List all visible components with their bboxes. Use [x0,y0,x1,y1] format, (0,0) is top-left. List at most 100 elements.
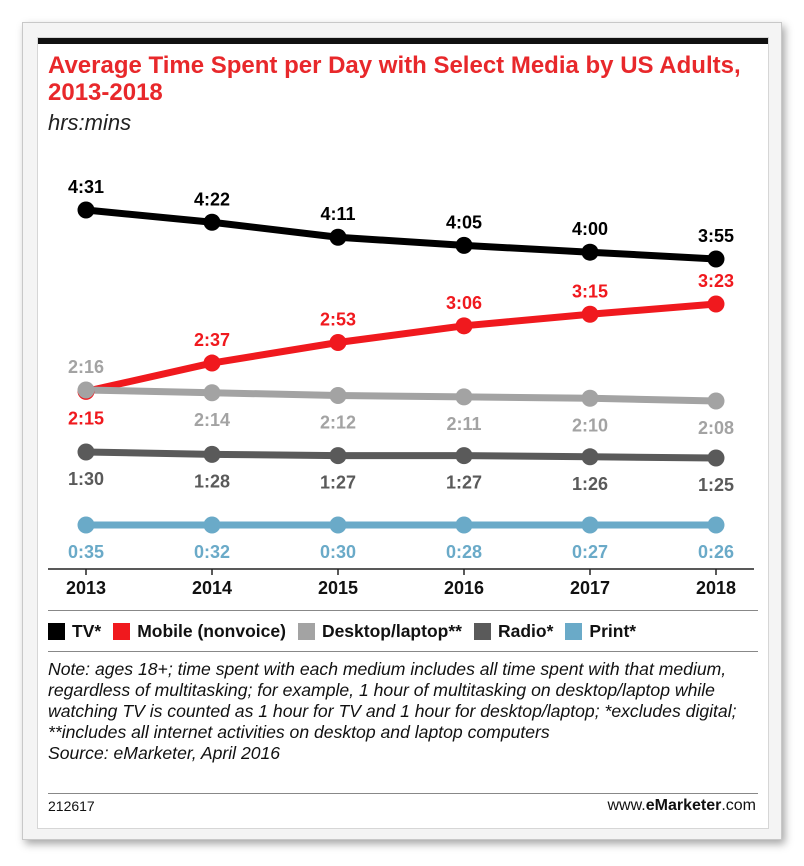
data-label-desktop-laptop: 2:16 [68,357,104,377]
x-tick-label-2016: 2016 [444,578,484,598]
data-label-mobile-nonvoice: 3:15 [572,281,608,301]
data-point-tv [581,243,599,261]
data-label-mobile-nonvoice: 3:23 [698,271,734,291]
data-label-radio: 1:27 [320,473,356,493]
data-point-desktop-laptop [455,388,473,406]
data-label-mobile-nonvoice: 2:37 [194,330,230,350]
data-point-print [77,516,95,534]
data-point-desktop-laptop [581,389,599,407]
data-label-tv: 4:05 [446,212,482,232]
data-label-mobile-nonvoice: 3:06 [446,293,482,313]
data-label-radio: 1:26 [572,474,608,494]
data-point-desktop-laptop [203,384,221,402]
data-point-mobile-nonvoice [329,334,347,352]
data-point-tv [455,236,473,254]
data-label-desktop-laptop: 2:14 [194,410,230,430]
data-label-tv: 4:22 [194,189,230,209]
x-tick-label-2017: 2017 [570,578,610,598]
data-label-tv: 4:31 [68,177,104,197]
legend-label: Radio* [497,620,554,641]
data-label-desktop-laptop: 2:11 [446,414,481,434]
legend-item-radio: Radio* [473,620,554,642]
data-label-tv: 4:00 [572,219,608,239]
legend-swatch [48,622,65,640]
series-line-mobile-nonvoice [82,300,720,395]
data-point-mobile-nonvoice [203,354,221,372]
data-label-desktop-laptop: 2:12 [320,413,356,433]
data-point-desktop-laptop [77,381,95,399]
data-point-print [329,516,347,534]
brand-prefix: www. [607,797,646,814]
series-line-desktop-laptop [82,386,720,405]
data-point-radio [77,443,95,461]
legend-label: TV* [72,620,102,641]
legend-item-print: Print* [565,621,636,642]
chart-panel: Average Time Spent per Day with Select M… [37,37,769,829]
legend-label: Mobile (nonvoice) [137,620,286,641]
data-point-tv [707,250,725,268]
brand-logo[interactable]: www.eMarketer.com [607,797,756,815]
data-label-print: 0:35 [68,542,104,562]
data-point-radio [329,447,347,465]
footer-divider [48,793,758,794]
legend-item-tv: TV* [48,621,101,642]
brand-name: eMarketer [645,797,722,814]
data-label-tv: 3:55 [698,226,734,246]
data-label-print: 0:27 [572,542,608,562]
legend-divider-top [48,610,758,611]
legend-label: Print* [589,620,637,641]
data-label-print: 0:30 [320,542,356,562]
chart-legend: TV* Mobile (nonvoice) Desktop/laptop** Radi… [48,618,768,644]
x-tick-label-2013: 2013 [66,578,106,598]
chart-subtitle: hrs:mins [48,110,132,135]
data-label-tv: 4:11 [320,204,355,224]
data-point-print [203,516,221,534]
chart-id: 212617 [48,798,95,814]
legend-swatch [297,622,315,640]
legend-item-mobile-nonvoice: Mobile (nonvoice) [113,621,286,642]
legend-swatch [565,622,583,640]
legend-label: Desktop/laptop** [321,620,462,641]
data-label-desktop-laptop: 2:10 [572,415,608,435]
legend-divider-bottom [48,651,758,652]
x-tick-label-2018: 2018 [696,578,736,598]
chart-note: Note: ages 18+; time spent with each med… [48,659,763,764]
x-tick-label-2015: 2015 [318,578,358,598]
data-label-mobile-nonvoice: 2:15 [68,408,104,428]
data-point-mobile-nonvoice [455,317,473,335]
data-label-mobile-nonvoice: 2:53 [320,310,356,330]
data-label-print: 0:32 [194,542,230,562]
data-label-radio: 1:25 [698,475,734,495]
data-point-print [581,516,599,534]
brand-suffix: .com [721,797,756,814]
chart-card: Average Time Spent per Day with Select M… [22,22,782,840]
legend-swatch [113,622,131,640]
top-rule [38,38,768,44]
note-text: Note: ages 18+; time spent with each med… [48,659,737,742]
data-point-tv [329,228,347,246]
data-point-desktop-laptop [707,392,725,410]
data-point-radio [203,445,221,463]
data-point-radio [581,448,599,466]
data-label-print: 0:28 [446,542,482,562]
source-text: Source: eMarketer, April 2016 [48,743,281,763]
x-tick-label-2014: 2014 [192,578,232,598]
data-point-tv [203,213,221,231]
data-point-radio [707,449,725,467]
data-label-radio: 1:28 [194,471,230,491]
legend-swatch [473,622,491,640]
legend-item-desktop-laptop: Desktop/laptop** [297,620,462,642]
data-label-desktop-laptop: 2:08 [698,418,734,438]
data-point-desktop-laptop [329,387,347,404]
series-line-radio [82,448,720,462]
data-point-mobile-nonvoice [581,305,599,323]
data-point-mobile-nonvoice [707,295,725,313]
data-label-radio: 1:27 [446,473,482,493]
data-label-radio: 1:30 [68,469,104,489]
data-point-print [455,516,473,534]
chart-title: Average Time Spent per Day with Select M… [48,52,741,106]
data-point-radio [455,447,473,465]
series-line-tv [82,206,720,263]
data-label-print: 0:26 [698,542,734,562]
line-chart: 2013 2014 2015 2016 2017 2018 4:31 4:22 4:11 4:05… [48,177,754,598]
